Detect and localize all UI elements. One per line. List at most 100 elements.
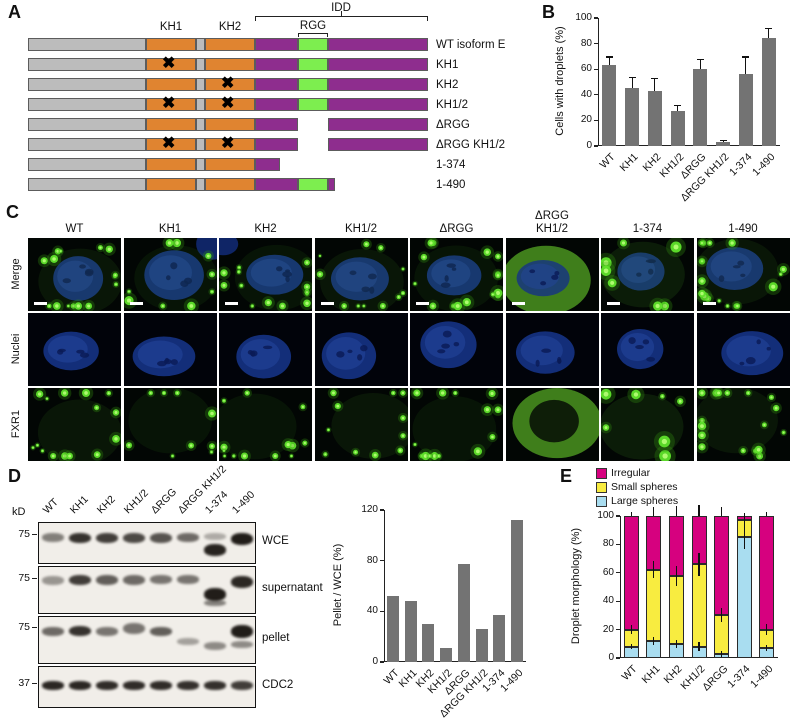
micro-col-header: KH1/2 [345, 223, 377, 236]
domain-segment-idd [328, 98, 428, 111]
pellet-wce-ytick-label: 80 [366, 554, 378, 566]
microscopy-cell [123, 388, 217, 461]
domain-segment-kh [146, 178, 196, 191]
domain-segment-rgg [298, 58, 328, 71]
domain-segment-kh [146, 38, 196, 51]
microscopy-image [314, 388, 408, 461]
droplet-morphology-segment-irregular [623, 516, 639, 630]
cells-with-droplets-bar [693, 69, 708, 146]
pellet-wce-bar [493, 615, 506, 662]
domain-segment-kh [146, 58, 196, 71]
droplet-morphology-error-bar [630, 511, 632, 516]
legend-swatch-large-spheres [596, 495, 607, 507]
cells-with-droplets-error-cap [628, 76, 636, 79]
domain-segment-bb [28, 58, 146, 71]
panel-c-label: C [6, 202, 19, 222]
lane-label: 1-490 [229, 488, 257, 517]
domain-segment-idd [328, 178, 335, 191]
domain-segment-bb [196, 118, 205, 131]
blot-band [95, 575, 118, 586]
pellet-wce-bar [404, 601, 417, 662]
legend-item: Irregular [596, 466, 678, 480]
pellet-wce-axes [384, 510, 526, 662]
blot-band [149, 532, 172, 543]
microscopy-cell [28, 388, 121, 461]
droplet-morphology-error-bar [653, 636, 655, 646]
marker-label: 75 [18, 621, 30, 634]
panel-b-label: B [542, 2, 555, 22]
lane-label: KH1 [67, 493, 91, 517]
blot-band [230, 532, 253, 545]
pellet-wce-ytick [380, 661, 384, 663]
droplet-morphology-error-bar [675, 565, 678, 586]
microscopy-cell [219, 313, 312, 386]
cells-with-droplets-error-bar [699, 58, 701, 70]
cells-with-droplets-error-bar [654, 78, 656, 91]
blot-band [149, 681, 172, 691]
domain-segment-idd [255, 158, 280, 171]
kh1-x-mark: ✖ [162, 135, 176, 152]
microscopy-cell [314, 238, 408, 311]
domain-segment-bb [28, 118, 146, 131]
blot-band [176, 533, 199, 542]
cells-with-droplets-error-cap [719, 139, 727, 141]
droplet-morphology-ytick-label: 40 [602, 595, 614, 607]
lane-label: WT [40, 496, 61, 517]
microscopy-image [696, 238, 790, 311]
cells-with-droplets-error-cap [696, 58, 704, 61]
cells-with-droplets-axes [598, 18, 780, 146]
pellet-wce-bar [511, 520, 524, 662]
cells-with-droplets-ytick [594, 119, 598, 121]
panel-e-ylabel: Droplet morphology (%) [570, 527, 582, 645]
domain-segment-kh [205, 78, 255, 91]
microscopy-image [28, 388, 121, 461]
microscopy-image [696, 313, 790, 386]
droplet-morphology-ytick-label: 60 [602, 566, 614, 578]
idd-annotation: IDD [331, 2, 351, 14]
kd-label: kD [12, 506, 26, 518]
domain-segment-kh [205, 178, 255, 191]
legend-item: Small spheres [596, 480, 678, 494]
microscopy-image [505, 388, 599, 461]
droplet-morphology-ytick [616, 572, 620, 574]
cells-with-droplets-error-bar [745, 56, 747, 75]
blot-label: CDC2 [262, 679, 294, 691]
droplet-morphology-error-bar [720, 608, 723, 623]
micro-row-label: FXR1 [10, 409, 22, 438]
microscopy-image [123, 238, 217, 311]
droplet-morphology-segment-small-spheres [646, 569, 662, 641]
microscopy-image [505, 313, 599, 386]
legend-label: Small spheres [611, 481, 678, 493]
cells-with-droplets-error-cap [765, 28, 773, 30]
droplet-morphology-error-bar [653, 507, 655, 516]
droplet-morphology-ytick [616, 657, 620, 659]
droplet-morphology-ytick-label: 100 [597, 510, 614, 521]
kh1-annotation: KH1 [159, 21, 183, 33]
blot-band [149, 627, 172, 637]
droplet-morphology-ytick-label: 80 [602, 538, 614, 550]
construct-label: KH1/2 [436, 98, 468, 111]
domain-segment-idd [255, 78, 298, 91]
cells-with-droplets-ytick [594, 68, 598, 70]
cells-with-droplets-bar [761, 38, 776, 146]
panel-a: A IDD RGG KH1 KH2 WT isoform E ✖ KH1 ✖ KH2 ✖ ✖… [0, 2, 548, 204]
marker-label: 75 [18, 528, 30, 540]
blot-band [149, 575, 172, 585]
kh2-annotation: KH2 [218, 21, 242, 33]
panel-d-ylabel: Pellet / WCE (%) [332, 543, 344, 627]
microscopy-image [219, 313, 312, 386]
pellet-wce-bar [440, 648, 453, 662]
blot-band [68, 532, 91, 543]
cells-with-droplets-ytick-label: 60 [580, 63, 592, 75]
marker-tick [32, 682, 37, 685]
pellet-wce-ytick [380, 610, 384, 612]
microscopy-cell [505, 238, 599, 311]
legend-swatch-irregular [596, 467, 607, 479]
domain-segment-idd [255, 58, 298, 71]
droplet-morphology-error-bar [698, 504, 700, 516]
marker-tick [32, 577, 37, 580]
droplet-morphology-segment-large-spheres [736, 537, 752, 658]
blot-band [203, 543, 226, 556]
cells-with-droplets-bar [738, 74, 753, 146]
